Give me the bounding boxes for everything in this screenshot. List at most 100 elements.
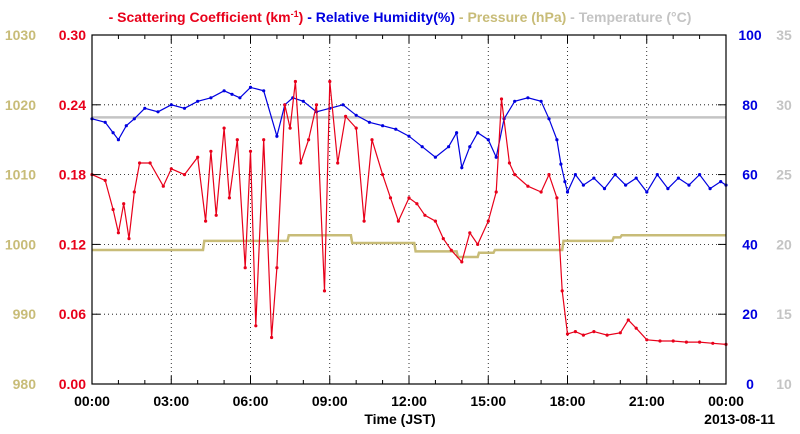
data-point-scattering: [526, 184, 530, 188]
data-point-scattering: [573, 330, 578, 334]
data-point-humidity: [655, 173, 659, 177]
data-point-scattering: [507, 161, 511, 165]
data-point-humidity: [539, 99, 543, 103]
data-point-scattering: [275, 266, 279, 270]
x-tick-label: 00:00: [74, 393, 110, 409]
data-point-humidity: [230, 92, 234, 96]
data-point-humidity: [354, 113, 358, 117]
data-point-scattering: [560, 289, 564, 293]
data-point-humidity: [460, 166, 464, 170]
date-label: 2013-08-11: [704, 411, 775, 427]
data-point-humidity: [634, 176, 638, 180]
data-point-scattering: [592, 330, 596, 334]
series-line-scattering: [91, 81, 727, 345]
data-point-humidity: [573, 173, 578, 177]
x-tick-label: 21:00: [629, 393, 665, 409]
data-point-scattering: [684, 340, 689, 344]
data-point-scattering: [396, 219, 400, 223]
data-point-humidity: [222, 89, 226, 93]
temperature-tick-label: 35: [776, 27, 792, 43]
humidity-tick-label: 20: [742, 306, 758, 322]
temperature-tick-label: 20: [776, 236, 792, 252]
data-point-humidity: [526, 96, 530, 100]
x-tick-label: 00:00: [708, 393, 744, 409]
data-point-scattering: [243, 266, 247, 270]
data-point-scattering: [322, 289, 327, 293]
data-point-humidity: [420, 145, 424, 149]
data-point-scattering: [307, 138, 311, 142]
x-tick-label: 03:00: [153, 393, 189, 409]
data-point-scattering: [328, 79, 332, 84]
data-point-humidity: [381, 124, 385, 128]
data-point-humidity: [581, 183, 586, 187]
pressure-tick-label: 1030: [5, 27, 36, 43]
data-point-scattering: [711, 341, 715, 345]
data-point-humidity: [262, 89, 266, 93]
series-line-pressure: [92, 234, 726, 259]
data-point-scattering: [262, 138, 266, 142]
data-point-scattering: [293, 79, 297, 84]
data-point-scattering: [468, 231, 472, 235]
humidity-tick-label: 80: [742, 97, 758, 113]
scattering-tick-label: 0.18: [59, 167, 86, 183]
data-point-scattering: [605, 333, 609, 337]
title-segment: - Relative Humidity(%): [307, 9, 459, 25]
data-point-humidity: [559, 162, 563, 166]
data-point-humidity: [613, 173, 617, 177]
title-segment: - Pressure (hPa): [459, 9, 570, 25]
data-point-scattering: [494, 190, 498, 194]
data-point-scattering: [634, 326, 638, 330]
data-point-humidity: [433, 155, 437, 159]
humidity-tick-label: 0: [746, 376, 754, 392]
pressure-tick-label: 1020: [5, 97, 36, 113]
data-point-humidity: [209, 96, 213, 100]
data-point-humidity: [513, 99, 517, 103]
data-point-scattering: [283, 103, 287, 107]
data-point-scattering: [132, 190, 136, 194]
data-point-scattering: [626, 318, 630, 322]
data-point-humidity: [182, 106, 187, 110]
title-segment: - Scattering Coefficient (km: [109, 9, 291, 25]
title-segment: ): [299, 9, 308, 25]
data-point-scattering: [581, 333, 586, 337]
data-point-scattering: [248, 149, 253, 153]
x-axis-label: Time (JST): [364, 411, 435, 427]
temperature-tick-label: 15: [776, 306, 792, 322]
data-point-scattering: [499, 97, 504, 101]
data-point-humidity: [116, 138, 120, 142]
data-point-scattering: [539, 190, 543, 194]
data-point-humidity: [169, 103, 173, 107]
data-point-scattering: [235, 138, 239, 142]
data-point-scattering: [388, 196, 393, 200]
data-point-humidity: [708, 187, 712, 191]
data-point-scattering: [214, 213, 218, 217]
data-point-humidity: [687, 183, 691, 187]
data-point-humidity: [275, 134, 279, 138]
series-pressure: [92, 234, 726, 259]
x-tick-label: 15:00: [470, 393, 506, 409]
data-point-scattering: [658, 339, 662, 343]
data-point-scattering: [486, 219, 490, 223]
data-point-scattering: [344, 114, 348, 118]
data-point-humidity: [719, 180, 723, 184]
data-point-scattering: [111, 207, 115, 212]
pressure-tick-label: 1010: [5, 167, 36, 183]
data-point-humidity: [676, 176, 681, 180]
data-point-humidity: [468, 145, 472, 149]
data-point-scattering: [433, 219, 437, 223]
temperature-tick-label: 25: [776, 167, 792, 183]
humidity-tick-label: 100: [738, 27, 762, 43]
data-point-scattering: [103, 178, 107, 182]
data-point-scattering: [476, 242, 480, 246]
data-point-scattering: [423, 213, 427, 217]
data-point-humidity: [447, 145, 451, 149]
data-point-scattering: [698, 340, 702, 344]
title-segment: -1: [291, 9, 299, 19]
data-point-humidity: [301, 99, 305, 103]
pressure-tick-label: 990: [13, 306, 37, 322]
data-point-humidity: [196, 99, 200, 103]
data-point-humidity: [111, 131, 115, 135]
data-point-humidity: [341, 103, 345, 107]
title-segment: - Temperature (°C): [570, 9, 691, 25]
